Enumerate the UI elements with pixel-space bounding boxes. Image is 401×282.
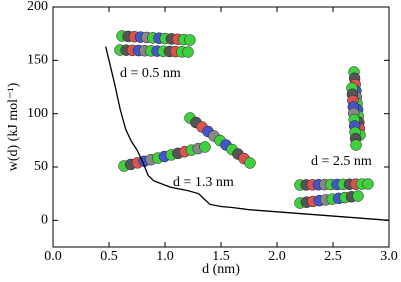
y-tick-label: 100: [27, 106, 48, 121]
atom: [184, 34, 196, 46]
y-axis-label: w(d) (kJ mol⁻¹): [6, 82, 21, 171]
annotation: d = 0.5 nm: [120, 66, 181, 81]
x-tick-label: 0.5: [100, 249, 118, 264]
x-tick-label: 2.0: [268, 249, 286, 264]
atom: [199, 141, 211, 153]
y-tick-label: 0: [41, 213, 48, 228]
line-series: [105, 46, 390, 221]
x-tick-label: 0.0: [44, 249, 62, 264]
y-tick-label: 150: [27, 53, 48, 68]
atom: [352, 190, 364, 202]
y-tick-label: 200: [27, 0, 48, 14]
x-axis-label: d (nm): [202, 262, 240, 277]
atom: [182, 46, 194, 58]
x-tick-label: 1.5: [212, 249, 230, 264]
annotation: d = 1.3 nm: [173, 175, 234, 190]
atom: [350, 139, 362, 151]
x-tick-label: 2.5: [324, 249, 342, 264]
x-tick-label: 3.0: [380, 249, 398, 264]
y-tick-label: 50: [34, 159, 48, 174]
annotation: d = 2.5 nm: [311, 154, 372, 169]
x-tick-label: 1.0: [156, 249, 174, 264]
plot-frame: [52, 6, 390, 248]
atom: [362, 178, 374, 190]
molecule-images: [114, 30, 374, 209]
atom: [244, 157, 256, 169]
